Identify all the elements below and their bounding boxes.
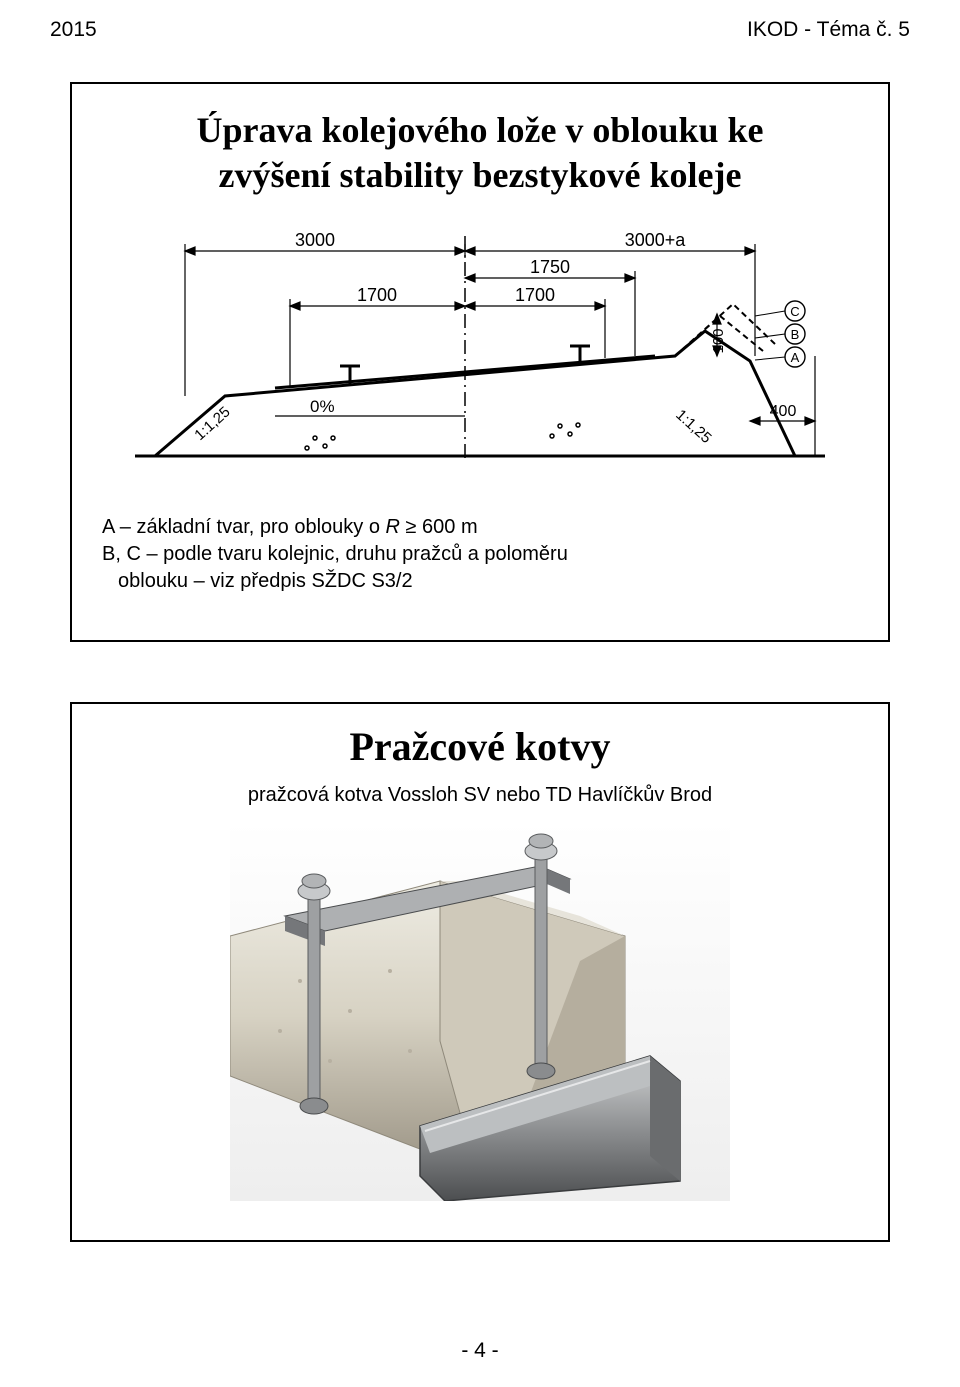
slide2-title: Pražcové kotvy: [102, 722, 858, 772]
page-header: 2015 IKOD - Téma č. 5: [0, 0, 960, 42]
slide-2-box: Pražcové kotvy pražcová kotva Vossloh SV…: [70, 702, 890, 1242]
legend-b: B, C – podle tvaru kolejnic, druhu pražc…: [102, 541, 858, 568]
label-B: B: [791, 327, 800, 342]
slope-left: 1:1,25: [191, 403, 233, 444]
label-C: C: [790, 304, 799, 319]
slide1-title-line1: Úprava kolejového lože v oblouku ke: [196, 110, 763, 150]
ballast-cross-section-diagram: 3000 3000+a 1750: [115, 216, 845, 496]
header-year: 2015: [50, 18, 97, 42]
label-0pct: 0%: [310, 397, 335, 416]
slide-1-box: Úprava kolejového lože v oblouku ke zvýš…: [70, 82, 890, 642]
slide1-legend: A – základní tvar, pro oblouky o R ≥ 600…: [102, 514, 858, 595]
slide1-title-line2: zvýšení stability bezstykové koleje: [219, 155, 742, 195]
header-topic: IKOD - Téma č. 5: [747, 18, 910, 42]
dim-1750: 1750: [530, 257, 570, 277]
page-number: - 4 -: [0, 1339, 960, 1363]
slide2-subtitle: pražcová kotva Vossloh SV nebo TD Havlíč…: [102, 784, 858, 807]
slope-right: 1:1,25: [672, 406, 714, 447]
dim-1700-left: 1700: [357, 285, 397, 305]
slide1-title: Úprava kolejového lože v oblouku ke zvýš…: [102, 108, 858, 198]
sleeper-anchor-photo: [230, 821, 730, 1201]
label-A: A: [791, 350, 800, 365]
dim-3000: 3000: [295, 230, 335, 250]
dim-400: 400: [770, 403, 797, 420]
dim-1700-right: 1700: [515, 285, 555, 305]
legend-a: A – základní tvar, pro oblouky o R ≥ 600…: [102, 514, 858, 541]
legend-b2: oblouku – viz předpis SŽDC S3/2: [102, 568, 858, 595]
dim-3000a: 3000+a: [625, 230, 687, 250]
dim-100: 100: [710, 328, 727, 353]
